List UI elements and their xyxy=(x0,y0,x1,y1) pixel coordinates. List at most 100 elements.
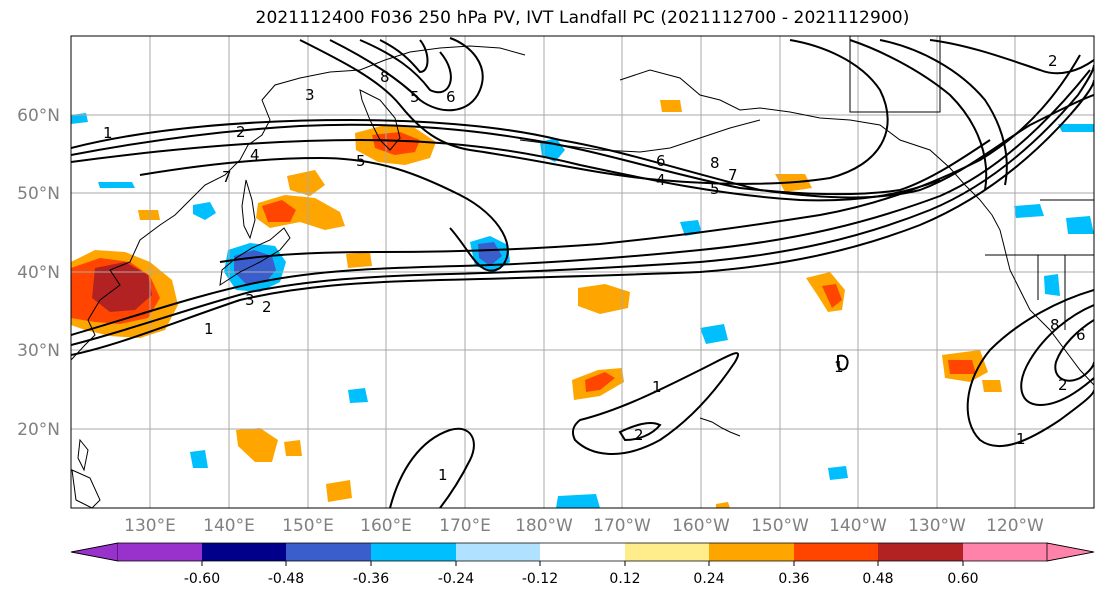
pv-contour-southeast-2 xyxy=(1020,304,1094,407)
contour-label: 2 xyxy=(236,123,246,141)
lat-label: 40°N xyxy=(17,263,60,283)
colorbar-tick-label: -0.36 xyxy=(353,571,389,587)
anomaly-blue-small-8 xyxy=(190,450,208,468)
colorbar-tick-label: 0.36 xyxy=(778,571,809,587)
anomaly-blue-small-4 xyxy=(71,113,88,124)
pv-contour-east-trough-2 xyxy=(879,39,1008,186)
contour-label: 6 xyxy=(1076,326,1086,344)
anomaly-hot-mid-2 xyxy=(585,372,615,392)
anomaly-warm-mid-12 xyxy=(138,210,160,220)
contour-label: 2 xyxy=(634,426,644,444)
contour-label: 3 xyxy=(305,86,315,104)
pv-contour-2-north xyxy=(71,123,991,196)
anomaly-hot-mid-3 xyxy=(822,284,842,308)
pv-contour-east-trough-3 xyxy=(929,39,1094,75)
pv-contour-southeast-3 xyxy=(1054,319,1094,382)
map-title: 2021112400 F036 250 hPa PV, IVT Landfall… xyxy=(255,8,910,28)
contour-label: 1 xyxy=(438,466,448,484)
colorbar-tick-label: -0.12 xyxy=(522,571,558,587)
colorbar-max-extend xyxy=(1046,542,1095,562)
lon-label: 170°E xyxy=(439,516,491,536)
contour-label: 3 xyxy=(245,291,255,309)
lon-label: 150°W xyxy=(751,516,809,536)
lon-label: 170°W xyxy=(593,516,651,536)
anomaly-warm-mid-11 xyxy=(660,100,682,112)
anomaly-darkred-korea xyxy=(92,262,152,312)
colorbar-segment xyxy=(963,543,1047,561)
border-canada-alaska xyxy=(849,36,941,113)
contour-label: 2 xyxy=(1048,52,1058,70)
anomaly-blue-small-11 xyxy=(1014,204,1044,218)
lon-label: 160°W xyxy=(672,516,730,536)
anomaly-blue-small-13 xyxy=(1044,274,1060,296)
lon-label: 130°W xyxy=(908,516,966,536)
anomaly-hot-okhotsk xyxy=(262,200,296,222)
coast-taiwan xyxy=(77,438,89,472)
contour-label: 1 xyxy=(834,358,844,376)
contour-label: 8 xyxy=(380,68,390,86)
latitude-labels: 60°N 50°N 40°N 30°N 20°N xyxy=(17,106,60,440)
pv-contour-8-north xyxy=(379,39,429,74)
anomaly-darkblue-dateline xyxy=(478,242,502,266)
contour-label: 4 xyxy=(656,171,666,189)
pv-contour-3-north xyxy=(71,138,941,202)
colorbar-segment xyxy=(371,543,456,561)
contour-label: 4 xyxy=(250,146,260,164)
colorbar-tick-label: 0.48 xyxy=(862,571,893,587)
contour-label: 6 xyxy=(446,88,456,106)
pv-contour-subtrop-2 xyxy=(618,422,662,442)
contour-label: 5 xyxy=(410,88,420,106)
pv-contour-southeast-1 xyxy=(966,289,1094,448)
graticule xyxy=(71,36,1094,508)
contour-label: 7 xyxy=(222,168,232,186)
contour-label: 1 xyxy=(103,124,113,142)
anomaly-warm-mid-10 xyxy=(982,380,1002,392)
map-frame xyxy=(70,35,1095,509)
anomaly-blue-small-2 xyxy=(193,202,216,220)
colorbar-tick-label: 0.12 xyxy=(609,571,640,587)
pv-contour-subtrop-3 xyxy=(389,427,475,508)
anomaly-blue-small-6 xyxy=(700,324,728,344)
colorbar-segment xyxy=(878,543,963,561)
pv-contour-main-jet-3 xyxy=(71,69,1091,336)
coast-kamchatka xyxy=(359,89,401,151)
anomaly-warm-mid-8 xyxy=(326,480,352,502)
colorbar-segment xyxy=(118,543,202,561)
colorbar-segment xyxy=(540,543,625,561)
contour-label: 5 xyxy=(356,152,366,170)
pv-contours xyxy=(71,37,1094,508)
lon-label: 130°E xyxy=(124,516,176,536)
coast-hawaii xyxy=(699,417,741,437)
anomaly-blue-small-10 xyxy=(556,494,600,508)
lon-label: 140°E xyxy=(203,516,255,536)
pv-contour-main-jet-2 xyxy=(71,64,1094,346)
anomaly-warm-mid-13 xyxy=(716,502,730,508)
contour-label: 8 xyxy=(710,154,720,172)
contour-label: 2 xyxy=(262,298,272,316)
pv-contour-4-north xyxy=(139,156,509,272)
colorbar-tick-label: -0.24 xyxy=(438,571,474,587)
coast-philippines xyxy=(71,469,101,508)
pv-contour-subtrop-1 xyxy=(571,352,740,455)
anomaly-warm-mid-9 xyxy=(346,252,372,268)
pv-contour-7-north xyxy=(359,39,452,94)
contour-labels: 1 2 3 4 5 6 7 8 1 2 3 5 6 7 8 1 2 1 1 2 … xyxy=(103,52,1086,484)
lon-label: 140°W xyxy=(829,516,887,536)
lat-label: 20°N xyxy=(17,420,60,440)
longitude-labels: 130°E 140°E 150°E 160°E 170°E 180°W 170°… xyxy=(124,516,1044,536)
anomaly-blue-small-14 xyxy=(1058,124,1094,132)
pv-contour-6-north xyxy=(329,37,484,112)
anomaly-blue-small-7 xyxy=(348,388,368,403)
anomaly-warm-mid-6 xyxy=(236,428,278,462)
colorbar-labels: -0.60 -0.48 -0.36 -0.24 -0.12 0.12 0.24 … xyxy=(184,571,979,587)
anomaly-warm-mid-1 xyxy=(578,284,630,314)
lon-label: 180°W xyxy=(515,516,573,536)
lat-label: 60°N xyxy=(17,106,60,126)
colorbar-segment xyxy=(709,543,794,561)
pv-contour-5-north xyxy=(299,39,889,185)
anomaly-blue-small-3 xyxy=(98,182,135,188)
lat-label: 50°N xyxy=(17,184,60,204)
contour-label: 7 xyxy=(728,166,738,184)
colorbar-ticks xyxy=(201,561,964,566)
